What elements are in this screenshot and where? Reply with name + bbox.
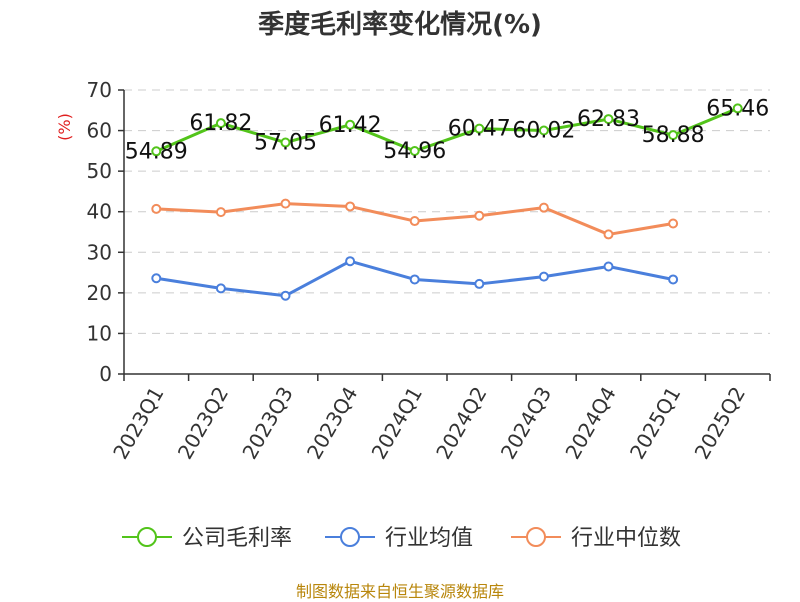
data-point: [668, 274, 679, 285]
data-point: [215, 118, 226, 129]
data-point: [732, 103, 743, 114]
data-point: [280, 198, 291, 209]
legend-label-1: 行业均值: [385, 526, 473, 551]
source-note: 制图数据来自恒生聚源数据库: [295, 582, 504, 601]
data-label: 60.47: [448, 117, 511, 142]
data-label: 65.46: [706, 96, 769, 121]
data-point: [215, 207, 226, 218]
data-label: 58.88: [642, 123, 705, 148]
y-tick-label: 70: [87, 78, 112, 102]
x-tick-label: 2024Q4: [560, 383, 620, 464]
data-point: [345, 256, 356, 267]
y-tick-label: 0: [99, 362, 112, 386]
data-point: [668, 130, 679, 141]
x-tick-label: 2025Q1: [625, 383, 685, 464]
x-tick-label: 2023Q2: [173, 383, 233, 464]
legend-marker-0: [137, 527, 157, 547]
data-label: 61.42: [319, 113, 382, 138]
x-tick-label: 2024Q1: [367, 383, 427, 464]
x-tick-label: 2024Q2: [431, 383, 491, 464]
series-line-0: [155, 107, 739, 153]
data-label: 61.82: [189, 111, 252, 136]
data-point: [409, 274, 420, 285]
data-point: [474, 278, 485, 289]
data-point: [474, 123, 485, 134]
y-tick-label: 50: [87, 159, 112, 183]
y-axis-label: (%): [55, 113, 74, 141]
y-tick-label: 30: [87, 240, 112, 264]
data-point: [603, 261, 614, 272]
data-point: [409, 146, 420, 157]
x-tick-label: 2024Q3: [496, 383, 556, 464]
legend-marker-1: [340, 527, 360, 547]
x-tick-label: 2025Q2: [690, 383, 750, 464]
data-label: 60.02: [512, 118, 575, 143]
data-point: [538, 125, 549, 136]
data-point: [345, 201, 356, 212]
y-tick-label: 20: [87, 281, 112, 305]
y-tick-label: 40: [87, 200, 112, 224]
data-point: [474, 210, 485, 221]
data-point: [151, 273, 162, 284]
data-point: [668, 218, 679, 229]
data-point: [409, 216, 420, 227]
data-point: [280, 290, 291, 301]
legend-label-0: 公司毛利率: [182, 526, 292, 551]
data-label: 57.05: [254, 131, 317, 156]
y-tick-label: 60: [87, 119, 112, 143]
legend-marker-2: [526, 527, 546, 547]
data-label: 54.89: [125, 139, 188, 164]
x-tick-label: 2023Q3: [237, 383, 297, 464]
data-point: [538, 271, 549, 282]
legend-label-2: 行业中位数: [571, 526, 681, 551]
data-label: 54.96: [383, 139, 446, 164]
x-tick-label: 2023Q1: [108, 383, 168, 464]
data-point: [280, 137, 291, 148]
chart-title: 季度毛利率变化情况(%): [258, 10, 542, 40]
data-point: [345, 119, 356, 130]
data-point: [151, 146, 162, 157]
data-point: [603, 114, 614, 125]
data-point: [603, 229, 614, 240]
data-point: [151, 203, 162, 214]
y-tick-label: 10: [87, 321, 112, 345]
data-point: [215, 283, 226, 294]
data-point: [538, 202, 549, 213]
data-label: 62.83: [577, 107, 640, 132]
x-tick-label: 2023Q4: [302, 383, 362, 464]
